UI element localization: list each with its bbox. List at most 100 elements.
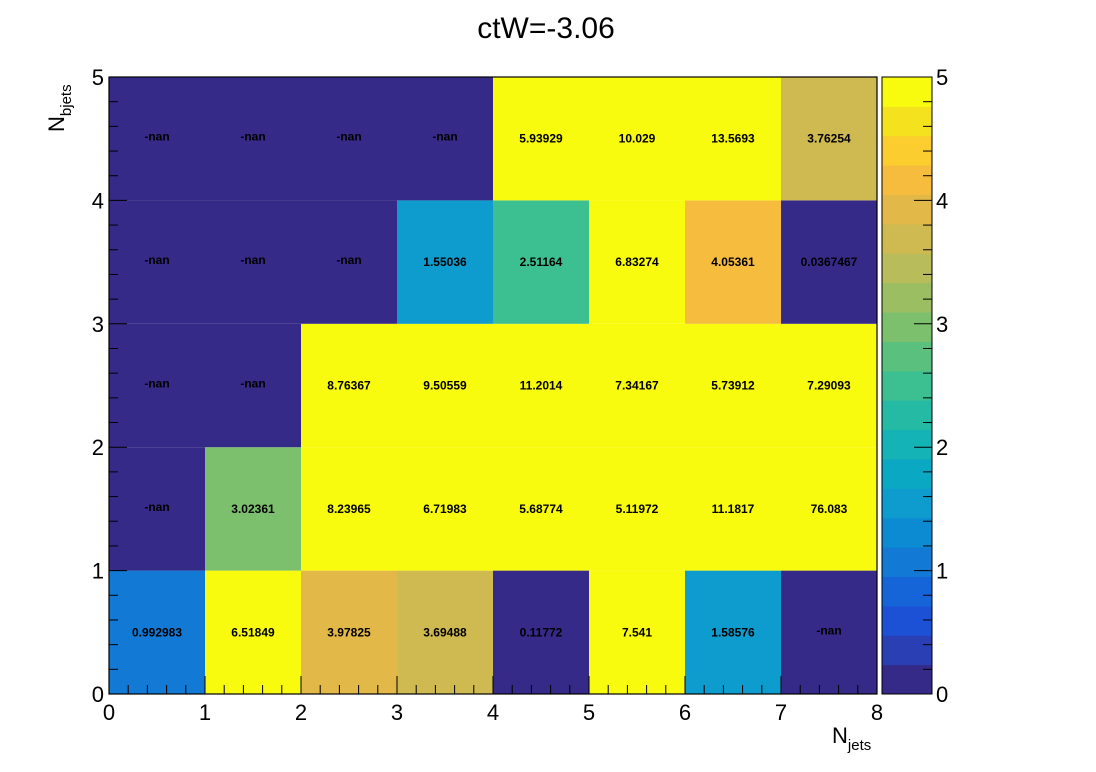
z-tick-label: 1 (936, 559, 948, 584)
heatmap-cell (109, 200, 205, 324)
heatmap-cell (685, 200, 781, 324)
x-tick-label: 2 (295, 700, 307, 725)
x-axis-label: Njets (832, 723, 871, 754)
heatmap-cell (589, 447, 685, 571)
x-tick-label: 0 (103, 700, 115, 725)
colorbar (881, 76, 933, 695)
colorbar-swatch (882, 547, 932, 577)
heatmap-cell (685, 77, 781, 201)
y-axis-label: Nbjets (44, 84, 75, 132)
cell-value-label: -nan (240, 253, 265, 267)
colorbar-swatch (882, 253, 932, 284)
heatmap-cell (589, 323, 685, 448)
heatmap-cell (589, 570, 685, 694)
heatmap-cell (397, 447, 493, 571)
cell-value-label: 0.992983 (132, 625, 182, 639)
z-tick-label: 3 (936, 312, 948, 337)
x-tick-label: 4 (487, 700, 499, 725)
cell-value-label: 6.83274 (615, 255, 659, 269)
heatmap-cell (301, 323, 397, 448)
y-tick-label: 5 (92, 65, 104, 90)
colorbar-swatch (882, 605, 932, 636)
heatmap-cell (301, 570, 397, 694)
heatmap-cell (205, 570, 301, 694)
cell-value-label: 11.2014 (520, 379, 563, 393)
cell-value-label: -nan (336, 130, 361, 144)
cell-value-label: 3.69488 (423, 625, 467, 639)
y-tick-label: 0 (92, 682, 104, 707)
colorbar-swatch (882, 341, 932, 372)
colorbar-swatch (882, 429, 932, 460)
x-axis-label-sub: jets (847, 737, 871, 754)
colorbar-swatch (882, 517, 932, 548)
z-tick-label: 4 (936, 188, 948, 213)
chart-title: ctW=-3.06 (477, 12, 615, 45)
heatmap-cell (493, 323, 589, 448)
cell-value-label: 3.02361 (231, 502, 275, 516)
heatmap-cell (301, 447, 397, 571)
y-tick-label: 3 (92, 312, 104, 337)
cell-value-label: 7.541 (622, 625, 652, 639)
heatmap-cell (781, 570, 877, 694)
colorbar-swatch (882, 165, 932, 196)
colorbar-swatch (882, 635, 932, 666)
x-axis-label-main: N (832, 723, 848, 748)
cell-value-label: 13.5693 (711, 132, 755, 146)
heatmap-cell (493, 77, 589, 201)
x-tick-label: 1 (199, 700, 211, 725)
cell-value-label: 5.73912 (711, 379, 755, 393)
cell-value-label: 6.71983 (423, 502, 467, 516)
heatmap-cell (493, 200, 589, 324)
x-tick-label: 8 (871, 700, 883, 725)
heatmap-cell (397, 570, 493, 694)
heatmap-cell (781, 77, 877, 201)
heatmap-cell (205, 77, 301, 201)
cell-value-label: 1.58576 (711, 625, 755, 639)
heatmap-cell (397, 77, 493, 201)
cell-value-label: 7.29093 (807, 379, 851, 393)
colorbar-frame (881, 76, 933, 695)
cell-value-label: -nan (144, 253, 169, 267)
x-tick-label: 6 (679, 700, 691, 725)
cell-value-label: 7.34167 (615, 379, 659, 393)
cell-value-label: 8.76367 (327, 379, 371, 393)
colorbar-swatch (882, 77, 932, 107)
x-tick-label: 3 (391, 700, 403, 725)
y-tick-label: 1 (92, 559, 104, 584)
colorbar-swatch (882, 194, 932, 225)
heatmap-cell (685, 447, 781, 571)
colorbar-swatch (882, 488, 932, 519)
heatmap-cell (301, 200, 397, 324)
cell-value-label: -nan (144, 500, 169, 514)
heatmap-cell (685, 323, 781, 448)
cell-value-label: 0.0367467 (801, 255, 858, 269)
cell-value-label: -nan (336, 253, 361, 267)
x-axis-ticks: 0 1 2 3 4 5 6 7 8 (103, 676, 883, 725)
colorbar-swatch (882, 282, 932, 313)
cell-value-label: -nan (144, 377, 169, 391)
y-axis-label-main: N (44, 116, 69, 132)
cell-value-label: 76.083 (811, 502, 848, 516)
y-axis-ticks: 0 1 2 3 4 5 (92, 65, 127, 707)
cell-value-label: 0.11772 (520, 625, 563, 639)
colorbar-swatch (882, 312, 932, 342)
cell-value-label: 3.76254 (807, 132, 851, 146)
cell-value-label: -nan (240, 130, 265, 144)
heatmap-cell-labels: 0.992983 6.51849 3.97825 3.69488 0.11772 7.54… (132, 130, 858, 640)
heatmap-cell (781, 200, 877, 324)
cell-value-label: 5.93929 (519, 132, 563, 146)
z-tick-label: 0 (936, 682, 948, 707)
heatmap-cell (493, 570, 589, 694)
heatmap-cell (301, 77, 397, 201)
heatmap-cell (397, 323, 493, 448)
colorbar-swatch (882, 370, 932, 401)
cell-value-label: 1.55036 (423, 255, 467, 269)
x-tick-label: 5 (583, 700, 595, 725)
heatmap-cell (781, 323, 877, 448)
cell-value-label: 5.68774 (519, 502, 563, 516)
heatmap-cell (781, 447, 877, 571)
cell-value-label: -nan (432, 130, 457, 144)
z-tick-label: 5 (936, 65, 948, 90)
heatmap-cell (589, 77, 685, 201)
heatmap-cell (397, 200, 493, 324)
